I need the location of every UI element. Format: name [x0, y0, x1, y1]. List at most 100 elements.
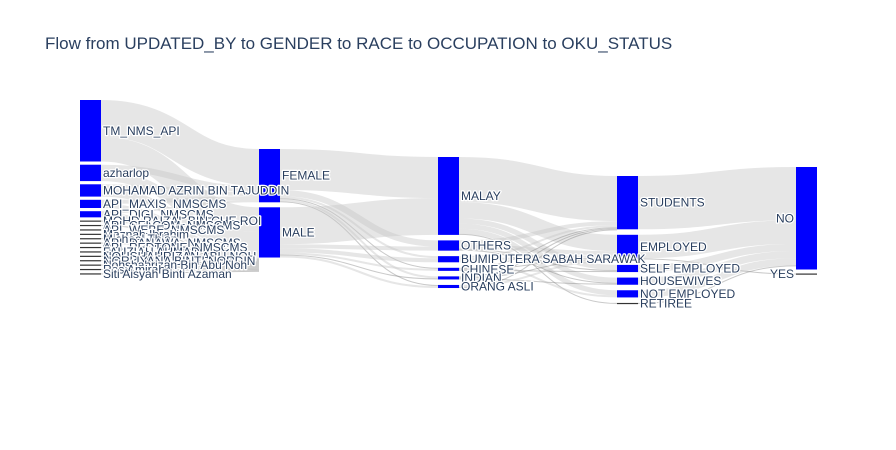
sankey-node-label: MALAY	[461, 189, 501, 203]
sankey-node-label: API_DANAWA_NMSCMS	[103, 236, 241, 250]
sankey-node[interactable]	[80, 224, 101, 227]
sankey-node[interactable]	[438, 276, 459, 280]
sankey-node-label: INDIAN	[461, 271, 502, 285]
sankey-link	[458, 233, 618, 304]
sankey-node[interactable]	[80, 246, 101, 249]
sankey-node[interactable]	[438, 256, 459, 263]
sankey-link	[458, 278, 618, 285]
sankey-link	[637, 220, 797, 259]
sankey-link	[100, 233, 260, 263]
sankey-node-label: RETIREE	[640, 297, 692, 311]
sankey-node-label: BUMIPUTERA SABAH SARAWAK	[461, 252, 645, 266]
sankey-link	[458, 244, 618, 256]
sankey-node[interactable]	[259, 207, 280, 258]
sankey-node[interactable]	[796, 273, 817, 275]
sankey-link	[279, 190, 439, 247]
sankey-node[interactable]	[80, 273, 101, 275]
sankey-link	[100, 188, 260, 251]
sankey-node[interactable]	[438, 240, 459, 251]
sankey-link	[637, 167, 797, 230]
sankey-node[interactable]	[438, 284, 459, 289]
sankey-node[interactable]	[80, 260, 101, 262]
sankey-link	[458, 228, 618, 278]
sankey-node-label: azharlop	[103, 166, 149, 180]
sankey-node-label: CHINESE	[461, 262, 514, 276]
sankey-node[interactable]	[80, 238, 101, 240]
sankey-link	[100, 268, 260, 271]
sankey-node[interactable]	[617, 302, 638, 305]
sankey-node-label: STUDENTS	[640, 196, 705, 210]
sankey-node[interactable]	[259, 149, 280, 203]
sankey-node-label: MOHD RAIZAL BIN CHE ROI	[103, 214, 261, 228]
sankey-node-label: FAUZIAH AHMAD	[103, 245, 200, 259]
sankey-link	[637, 258, 797, 275]
sankey-link	[279, 252, 439, 271]
sankey-link	[100, 238, 260, 264]
sankey-node-label: API_REDTONE_NMSCMS	[103, 241, 247, 255]
sankey-node-label: MALE	[282, 225, 315, 239]
sankey-link	[279, 198, 439, 245]
sankey-node[interactable]	[617, 290, 638, 298]
sankey-node[interactable]	[617, 277, 638, 285]
sankey-node-label: NO	[776, 211, 794, 225]
sankey-node[interactable]	[617, 234, 638, 260]
sankey-node[interactable]	[80, 255, 101, 257]
sankey-node-label: Siti Aisyah Binti Azaman	[103, 267, 232, 281]
sankey-node[interactable]	[796, 167, 817, 270]
sankey-node-label: API_WEBE_NMSCMS	[103, 223, 224, 237]
sankey-node[interactable]	[80, 233, 101, 235]
sankey-link	[458, 221, 618, 245]
sankey-node-label: API_MAXIS_NMSCMS	[103, 197, 226, 211]
labels-layer: TM_NMS_API azharlop MOHAMAD AZRIN BIN TAJU…	[102, 123, 796, 312]
sankey-link	[100, 229, 260, 262]
sankey-link	[100, 264, 260, 270]
sankey-link	[279, 149, 439, 198]
sankey-node[interactable]	[80, 220, 101, 222]
sankey-link	[100, 136, 260, 232]
sankey-link	[100, 213, 260, 259]
sankey-node[interactable]	[80, 100, 101, 162]
sankey-link	[100, 260, 260, 269]
sankey-node[interactable]	[438, 267, 459, 271]
sankey-link	[100, 251, 260, 267]
sankey-node-label: Nohshahrizan Bin Abu Noh	[103, 258, 247, 272]
sankey-link	[279, 196, 439, 259]
sankey-node[interactable]	[80, 251, 101, 253]
sankey-node[interactable]	[80, 199, 101, 208]
sankey-node[interactable]	[438, 157, 459, 235]
sankey-node[interactable]	[80, 164, 101, 182]
sankey-link	[458, 259, 618, 287]
sankey-link	[458, 258, 618, 279]
sankey-node[interactable]	[617, 176, 638, 230]
sankey-link	[458, 218, 618, 271]
sankey-link	[458, 248, 618, 272]
sankey-node[interactable]	[617, 264, 638, 273]
sankey-link	[100, 184, 260, 197]
sankey-link	[100, 196, 260, 204]
sankey-link	[100, 270, 260, 275]
sankey-node-label: API_CELCOM_NMSCMS	[103, 219, 240, 233]
sankey-link	[458, 157, 618, 222]
sankey-link	[458, 269, 618, 273]
sankey-link	[458, 255, 618, 261]
sankey-link	[279, 199, 439, 279]
sankey-node[interactable]	[80, 229, 101, 231]
sankey-link	[637, 251, 797, 285]
sankey-link	[458, 202, 618, 252]
sankey-link	[637, 243, 797, 273]
sankey-link	[100, 220, 260, 260]
sankey-link	[100, 246, 260, 266]
sankey-node[interactable]	[80, 264, 101, 266]
sankey-node[interactable]	[80, 268, 101, 271]
sankey-link	[100, 200, 260, 214]
sankey-link	[458, 249, 618, 284]
sankey-node-label: FEMALE	[282, 169, 330, 183]
sankey-node-label: API_DIGI_NMSCMS	[103, 207, 214, 221]
sankey-link	[458, 227, 618, 269]
sankey-node-label: MOHAMAD AZRIN BIN TAJUDDIN	[103, 183, 289, 197]
sankey-link	[100, 170, 260, 243]
sankey-link	[279, 255, 439, 289]
sankey-node[interactable]	[80, 211, 101, 218]
sankey-node[interactable]	[80, 242, 101, 244]
sankey-node[interactable]	[80, 184, 101, 197]
